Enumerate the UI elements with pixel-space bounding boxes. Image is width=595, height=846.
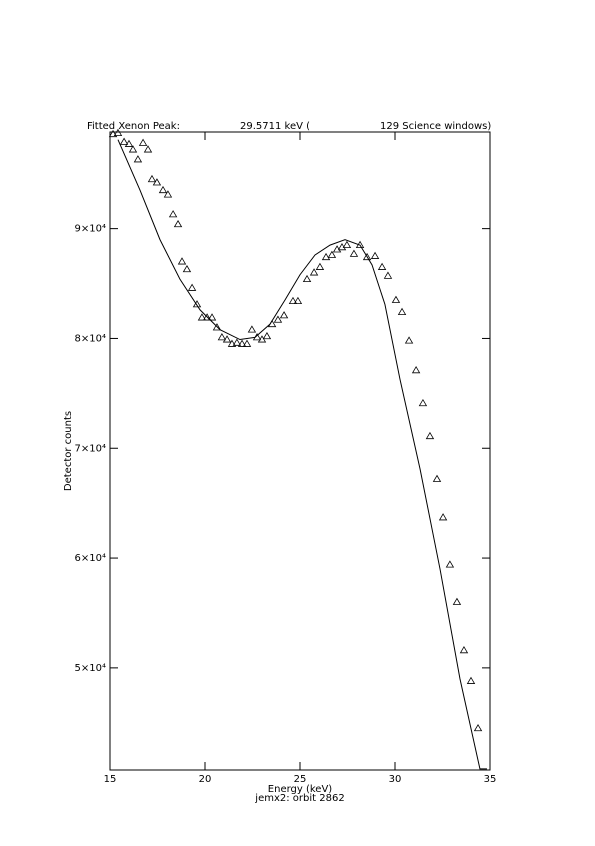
data-point [321,252,331,261]
data-point [432,474,442,482]
y-tick-label: 9×10⁴ [75,224,106,235]
data-point [138,138,148,146]
data-point [187,283,197,291]
data-point [262,331,272,340]
data-point [445,560,455,568]
data-point [411,365,421,374]
chart-title: 129 Science windows) [380,121,491,132]
data-point [293,296,303,305]
data-point [232,338,242,346]
data-point [309,268,319,276]
y-tick-label: 6×10⁴ [75,553,106,564]
data-point [113,128,123,136]
data-point [108,129,118,138]
data-point [425,431,435,440]
data-point [147,174,157,183]
data-point [288,296,298,305]
data-point [133,155,143,163]
data-point [418,398,428,407]
data-point [452,597,462,605]
data-point [128,145,138,153]
data-point [152,178,162,186]
data-point [173,219,183,228]
data-point [377,262,387,270]
data-point [247,325,257,333]
data-point [237,339,247,347]
data-point [192,300,202,308]
data-point [222,335,232,343]
x-axis-label: Energy (keV) [268,784,333,795]
data-point [212,323,222,331]
data-point [158,185,168,194]
data-point [397,307,407,315]
data-point [466,676,476,684]
data-point [342,240,352,249]
data-point [163,190,173,198]
data-point [315,262,325,270]
chart-title: 29.5711 keV ( [240,121,310,132]
data-point [242,339,252,347]
fit-curve [117,139,487,770]
y-axis-label: Detector counts [63,411,74,491]
x-tick-label: 25 [294,774,307,785]
data-point [349,249,359,257]
chart-title: Fitted Xenon Peak: [87,121,180,132]
data-point [404,336,414,344]
x-tick-label: 20 [199,774,212,785]
data-point [302,274,312,283]
y-tick-label: 8×10⁴ [75,333,106,344]
data-point [202,313,212,321]
data-point [217,333,227,341]
data-point [438,513,448,521]
data-point [177,257,187,265]
data-point [143,145,153,153]
data-point [370,251,380,259]
y-tick-label: 5×10⁴ [75,663,106,674]
data-point [273,315,283,323]
data-point [391,295,401,303]
x-tick-label: 35 [484,774,497,785]
x-tick-label: 15 [104,774,117,785]
data-point [168,210,178,218]
data-point [182,264,192,273]
data-point [279,311,289,319]
data-point [124,139,134,147]
data-point [197,313,207,321]
subtitle: jemx2: orbit 2862 [254,793,344,804]
y-tick-label: 7×10⁴ [75,443,106,454]
data-point [383,271,393,279]
data-point [327,250,337,258]
data-point [473,723,483,732]
x-tick-label: 30 [389,774,402,785]
data-point [207,313,217,321]
data-point [227,339,237,347]
data-point [362,252,372,261]
data-point [119,137,129,145]
data-point [459,646,469,654]
